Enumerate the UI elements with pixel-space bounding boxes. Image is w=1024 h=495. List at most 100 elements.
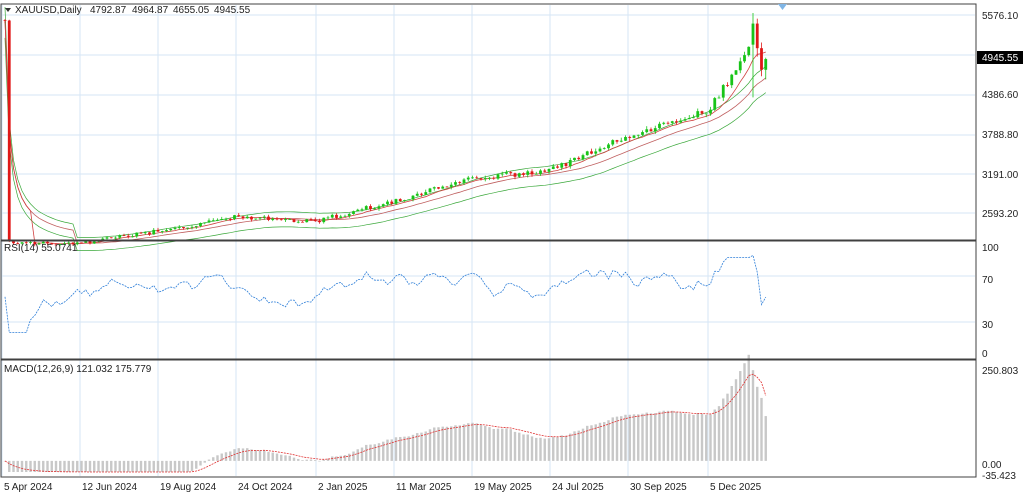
- macd-bar: [71, 460, 75, 472]
- macd-bar: [407, 436, 410, 461]
- candle-body: [288, 219, 292, 220]
- macd-bar: [135, 460, 138, 472]
- ohlc-low: 4655.05: [173, 5, 210, 16]
- candle-body: [101, 238, 105, 240]
- macd-bar: [127, 460, 130, 472]
- candle-body: [721, 85, 725, 98]
- macd-bar: [564, 435, 568, 461]
- macd-bar: [462, 424, 466, 461]
- candle-body: [760, 48, 763, 70]
- macd-bar: [203, 460, 206, 463]
- macd-bar: [437, 427, 440, 461]
- candle-body: [279, 219, 283, 221]
- candles: [3, 13, 768, 247]
- macd-bar: [37, 460, 41, 472]
- candle-body: [356, 209, 360, 212]
- candle-body: [675, 121, 678, 123]
- macd-bar: [63, 460, 66, 472]
- candle-body: [241, 216, 245, 219]
- candle-body: [364, 206, 368, 210]
- macd-bar: [165, 460, 168, 472]
- macd-bar: [705, 414, 708, 461]
- price-tick: 4386.60: [982, 90, 1019, 101]
- macd-bar: [760, 397, 763, 461]
- macd-bar: [220, 453, 223, 461]
- macd-bar: [756, 386, 759, 461]
- candle-body: [199, 223, 202, 226]
- macd-bar: [110, 460, 113, 472]
- x-tick-label: 5 Dec 2025: [710, 482, 762, 493]
- candle-body: [360, 209, 364, 211]
- candle-body: [245, 216, 249, 219]
- candle-body: [250, 216, 253, 220]
- candle-body: [377, 206, 381, 209]
- candle-body: [156, 229, 160, 232]
- macd-bar: [620, 416, 623, 461]
- macd-bar: [33, 460, 36, 472]
- candle-body: [126, 235, 130, 237]
- candle-body: [445, 186, 449, 188]
- candle-body: [305, 219, 309, 223]
- macd-bar: [348, 453, 351, 461]
- candle-body: [743, 55, 746, 62]
- candle-body: [526, 171, 530, 175]
- candle-body: [709, 109, 712, 114]
- macd-bar: [161, 460, 164, 472]
- ohlc-close: 4945.55: [214, 5, 251, 16]
- candle-body: [309, 219, 313, 221]
- candle-body: [696, 111, 700, 118]
- candle-body: [88, 241, 92, 244]
- candle-body: [109, 237, 113, 239]
- shift-marker-icon[interactable]: [778, 4, 787, 10]
- rsi-panel: [4, 254, 767, 333]
- candle-body: [92, 241, 96, 244]
- x-tick-label: 30 Sep 2025: [630, 482, 687, 493]
- macd-bar: [59, 460, 62, 472]
- candle-body: [602, 148, 606, 150]
- macd-bar: [131, 460, 134, 472]
- candle-body: [590, 151, 593, 154]
- candle-body: [292, 219, 296, 223]
- macd-bar: [105, 460, 109, 472]
- candle-body: [135, 232, 139, 237]
- macd-bar: [322, 459, 325, 461]
- macd-bar: [458, 425, 461, 461]
- candle-body: [539, 170, 542, 174]
- collapse-arrow-icon[interactable]: [5, 8, 11, 12]
- macd-bar: [80, 460, 83, 472]
- candle-body: [284, 219, 287, 221]
- ohlc-open: 4792.87: [90, 5, 127, 16]
- rsi-tick: 30: [982, 320, 994, 331]
- candle-body: [441, 186, 445, 189]
- x-tick-label: 11 Mar 2025: [396, 482, 452, 493]
- candle-body: [37, 243, 41, 245]
- x-tick-label: 2 Jan 2025: [318, 482, 368, 493]
- macd-tick: 250.803: [982, 366, 1019, 377]
- macd-bar: [730, 386, 733, 461]
- macd-bar: [233, 449, 236, 461]
- candle-body: [58, 244, 62, 245]
- candle-body: [513, 173, 517, 177]
- candle-body: [738, 61, 742, 71]
- macd-bar: [76, 460, 79, 472]
- candle-body: [50, 243, 54, 245]
- candle-body: [54, 244, 58, 246]
- macd-bar: [624, 414, 627, 461]
- candle-body: [237, 215, 241, 217]
- upper-band-line: [4, 6, 767, 238]
- macd-bar: [148, 460, 151, 472]
- macd-bar: [522, 434, 525, 461]
- candle-body: [84, 241, 88, 243]
- macd-bar: [654, 413, 657, 461]
- candle-body: [254, 218, 258, 220]
- macd-bar: [526, 434, 529, 461]
- candle-body: [560, 163, 564, 168]
- candle-body: [488, 177, 491, 179]
- macd-bar: [216, 455, 219, 461]
- macd-bar: [118, 460, 121, 472]
- macd-bar: [305, 459, 308, 461]
- candle-body: [398, 199, 402, 202]
- ohlc-high: 4964.87: [132, 5, 169, 16]
- candle-body: [203, 222, 207, 224]
